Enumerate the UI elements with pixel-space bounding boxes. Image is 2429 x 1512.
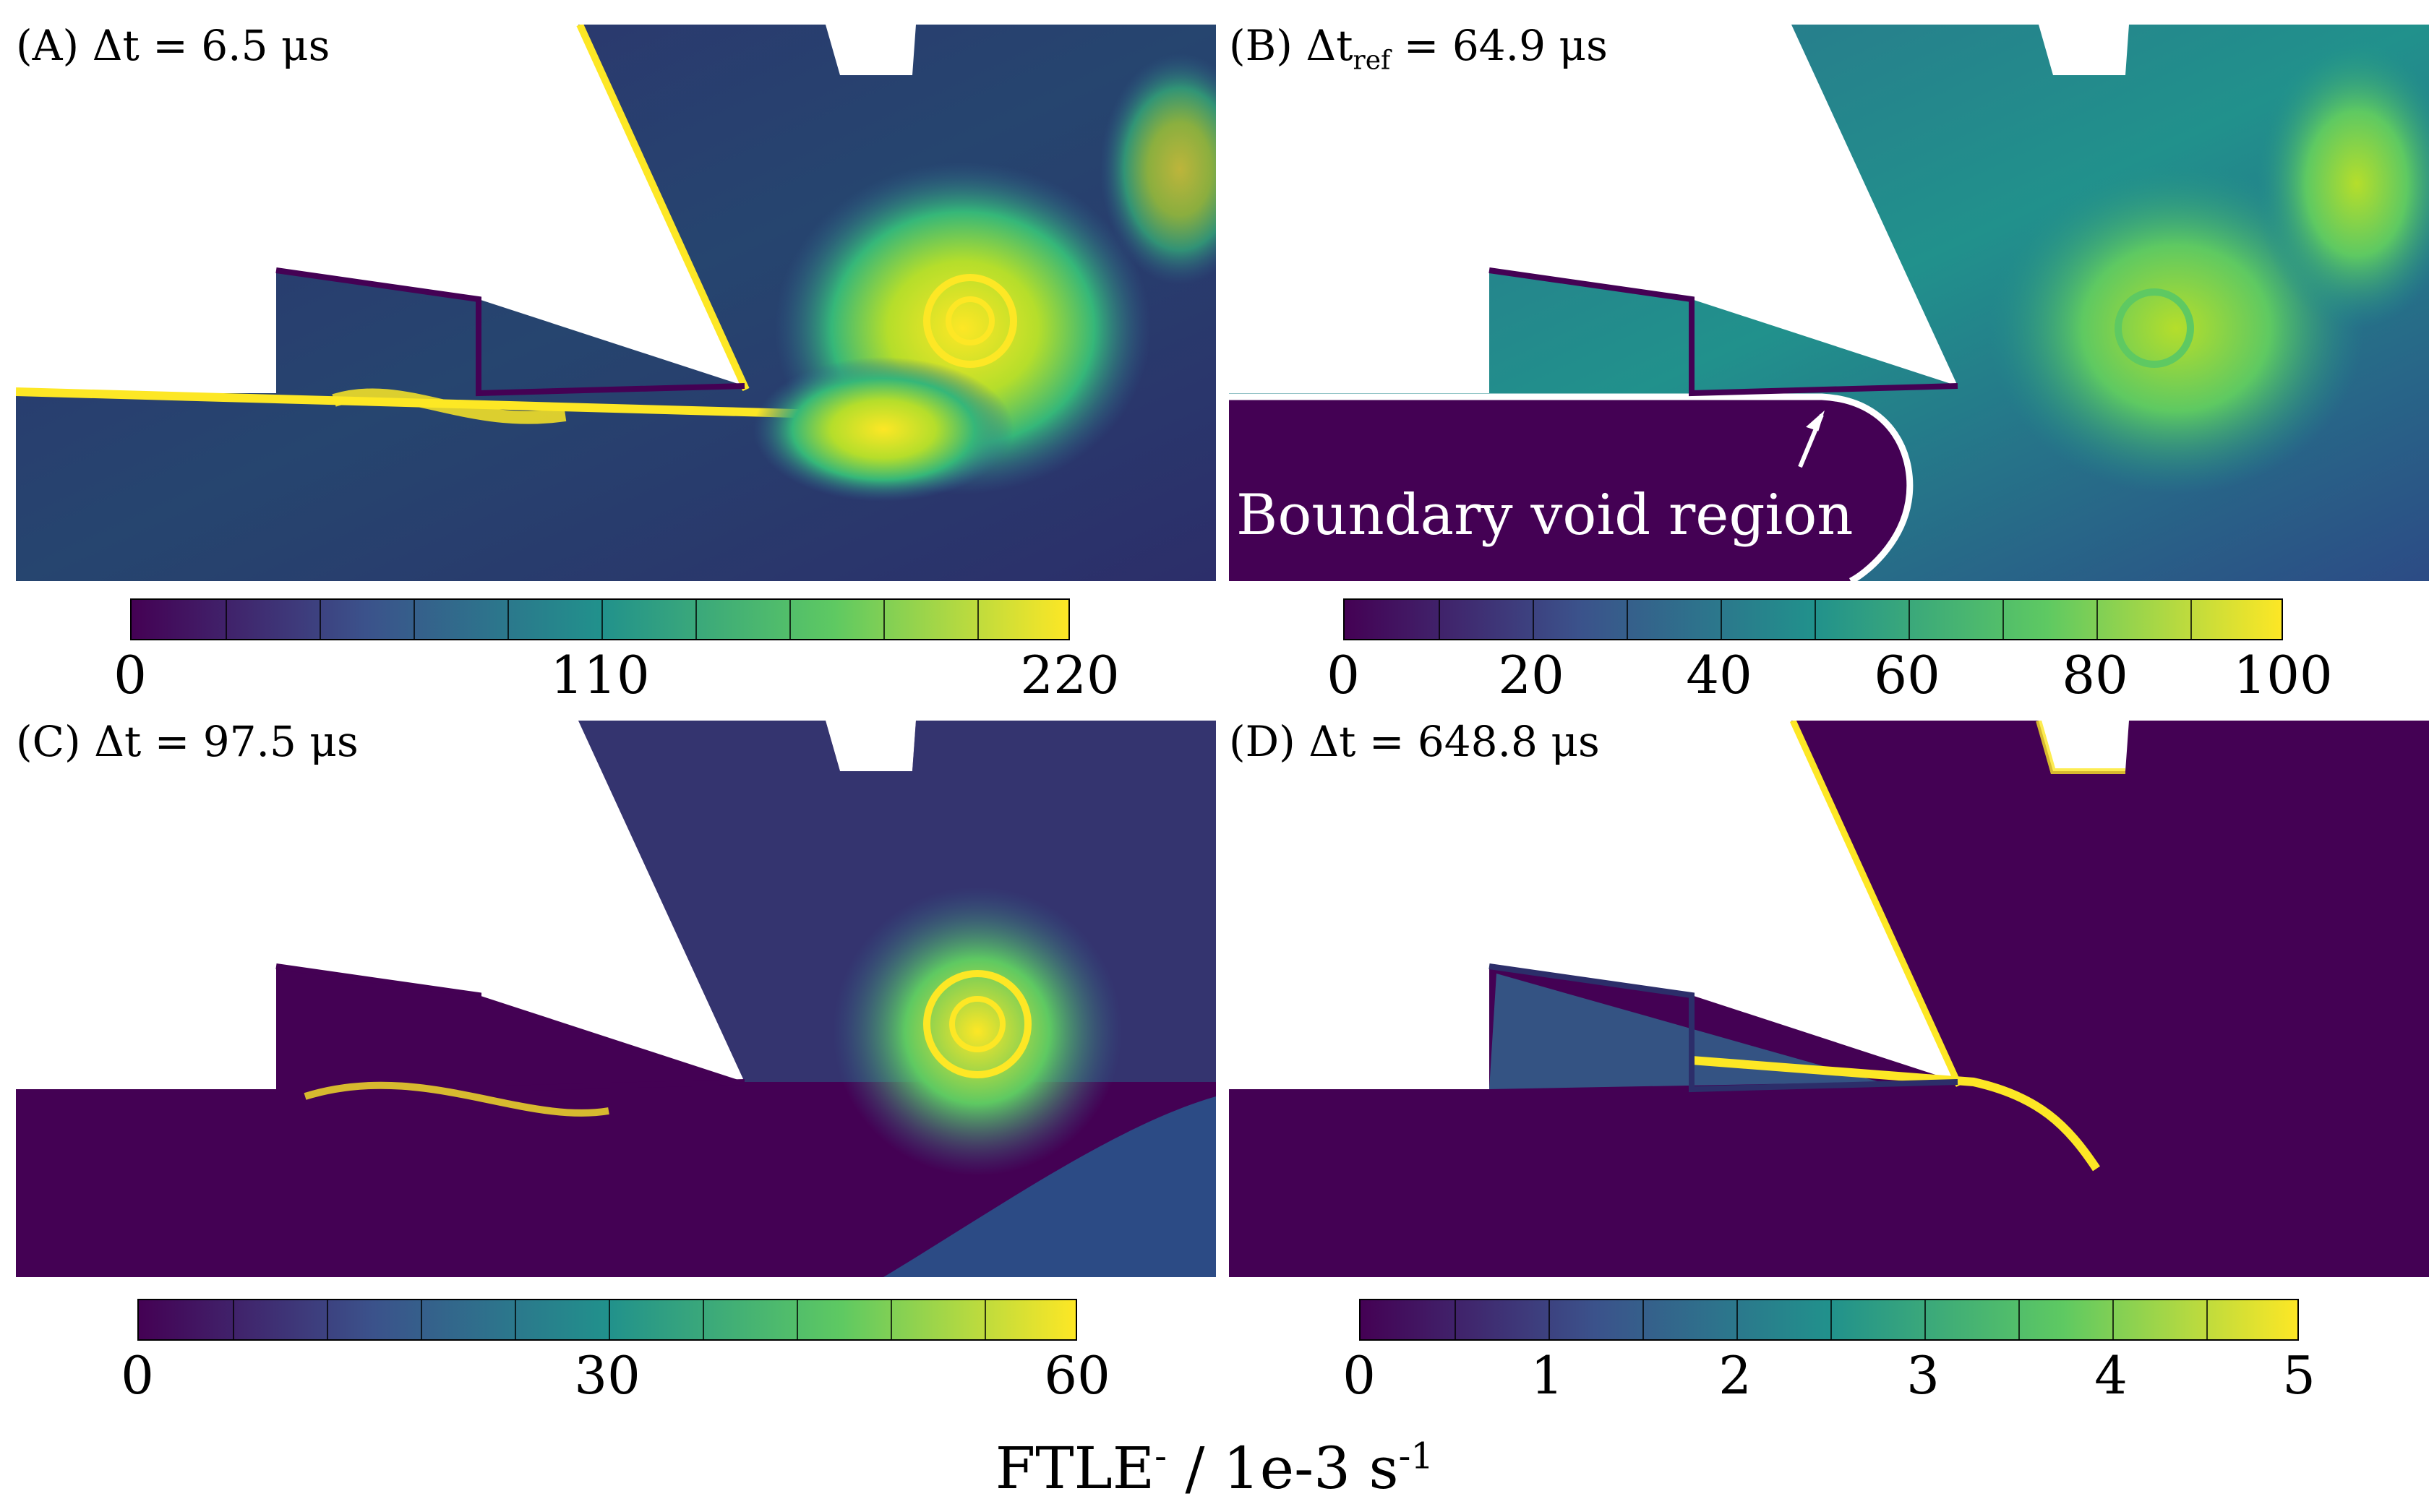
- colorbar-division: [797, 1300, 798, 1339]
- ftle-field-b: [1229, 25, 2429, 581]
- colorbar-a: [130, 598, 1070, 640]
- colorbar-division: [515, 1300, 516, 1339]
- colorbar-division: [2206, 1300, 2208, 1339]
- ftle-field-a: [16, 25, 1216, 581]
- colorbar-division: [1627, 600, 1628, 639]
- shared-colorbar-label: FTLE- / 1e-3 s-1: [995, 1435, 1434, 1502]
- colorbar-tick-label: 3: [1906, 1345, 1940, 1406]
- panel-label-a: (A) Δt = 6.5 μs: [16, 21, 330, 70]
- colorbar-tick-label: 220: [1020, 645, 1120, 705]
- colorbar-division: [421, 1300, 422, 1339]
- colorbar-tick-label: 1: [1530, 1345, 1564, 1406]
- colorbar-division: [2096, 600, 2098, 639]
- colorbar-division: [327, 1300, 328, 1339]
- colorbar-division: [2002, 600, 2004, 639]
- colorbar-division: [985, 1300, 986, 1339]
- colorbar-division: [1924, 1300, 1926, 1339]
- colorbar-tick-label: 0: [1342, 1345, 1376, 1406]
- colorbar-tick-label: 0: [121, 1345, 154, 1406]
- colorbar-division: [1439, 600, 1440, 639]
- colorbar-tick-label: 40: [1686, 645, 1752, 705]
- colorbar-division: [883, 600, 885, 639]
- panel-d: (D) Δt = 648.8 μs: [1229, 721, 2429, 1277]
- colorbar-division: [507, 600, 509, 639]
- colorbar-tick-label: 100: [2233, 645, 2333, 705]
- panel-a: (A) Δt = 6.5 μs: [16, 25, 1216, 581]
- colorbar-division: [703, 1300, 704, 1339]
- colorbar-tick-label: 2: [1718, 1345, 1752, 1406]
- colorbar-tick-label: 0: [113, 645, 147, 705]
- colorbar-division: [2112, 1300, 2114, 1339]
- panel-b: (B) Δtref = 64.9 μs Boundary void region: [1229, 25, 2429, 581]
- colorbar-division: [891, 1300, 892, 1339]
- colorbar-division: [1533, 600, 1534, 639]
- colorbar-division: [977, 600, 979, 639]
- colorbar-division: [414, 600, 415, 639]
- colorbar-division: [695, 600, 697, 639]
- ftle-field-c: [16, 721, 1216, 1277]
- colorbar-division: [1642, 1300, 1644, 1339]
- colorbar-tick-label: 5: [2282, 1345, 2316, 1406]
- colorbar-division: [1830, 1300, 1832, 1339]
- colorbar-c: [137, 1299, 1077, 1341]
- colorbar-tick-label: 80: [2062, 645, 2128, 705]
- colorbar-division: [233, 1300, 234, 1339]
- panel-c: (C) Δt = 97.5 μs: [16, 721, 1216, 1277]
- colorbar-d: [1359, 1299, 2299, 1341]
- colorbar-division: [1721, 600, 1722, 639]
- colorbar-b: [1343, 598, 2283, 640]
- colorbar-division: [1736, 1300, 1738, 1339]
- colorbar-tick-label: 0: [1327, 645, 1360, 705]
- colorbar-tick-label: 60: [1044, 1345, 1110, 1406]
- colorbar-division: [1548, 1300, 1550, 1339]
- colorbar-tick-label: 20: [1498, 645, 1564, 705]
- colorbar-tick-label: 110: [550, 645, 650, 705]
- colorbar-division: [1455, 1300, 1456, 1339]
- panel-label-d: (D) Δt = 648.8 μs: [1229, 717, 1600, 766]
- colorbar-tick-label: 30: [574, 1345, 641, 1406]
- colorbar-division: [601, 600, 603, 639]
- colorbar-division: [789, 600, 791, 639]
- colorbar-tick-label: 4: [2094, 1345, 2128, 1406]
- colorbar-division: [320, 600, 321, 639]
- colorbar-division: [2018, 1300, 2020, 1339]
- colorbar-division: [609, 1300, 610, 1339]
- boundary-void-annotation: Boundary void region: [1236, 483, 1854, 548]
- ftle-field-d: [1229, 721, 2429, 1277]
- panel-label-b: (B) Δtref = 64.9 μs: [1229, 21, 1608, 76]
- colorbar-division: [2190, 600, 2192, 639]
- colorbar-division: [226, 600, 227, 639]
- colorbar-division: [1908, 600, 1910, 639]
- colorbar-division: [1815, 600, 1816, 639]
- panel-label-c: (C) Δt = 97.5 μs: [16, 717, 359, 766]
- colorbar-tick-label: 60: [1874, 645, 1940, 705]
